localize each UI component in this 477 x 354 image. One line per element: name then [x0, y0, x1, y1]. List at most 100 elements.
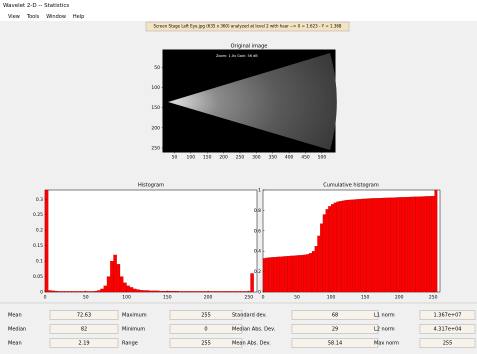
bar — [282, 257, 285, 292]
bar — [432, 196, 435, 292]
bar — [100, 289, 103, 292]
y-tick-label: 0.25 — [33, 212, 43, 218]
bar — [162, 291, 165, 292]
stat-label: Mean — [8, 341, 22, 347]
bar — [424, 196, 427, 292]
bar — [274, 257, 277, 292]
y-tick-label: 1 — [258, 188, 261, 194]
bar — [271, 257, 274, 292]
image-overlay-text: Zoom: 1.0x Gain: 56 dB — [216, 54, 258, 58]
bar — [426, 196, 429, 292]
stat-label: Max norm — [374, 341, 399, 347]
bar — [189, 291, 192, 292]
bar — [221, 291, 224, 292]
bar — [143, 290, 146, 292]
histogram-title: Histogram — [138, 183, 164, 189]
bar — [208, 291, 211, 292]
bar — [241, 291, 244, 292]
bar — [356, 199, 359, 292]
bar — [133, 289, 136, 292]
bar — [328, 206, 331, 292]
bar — [127, 286, 130, 292]
stat-label: Median Abs. Dev. — [232, 327, 276, 333]
bar — [61, 291, 64, 292]
bar — [244, 291, 247, 292]
bar — [386, 198, 389, 292]
bar — [279, 257, 282, 292]
bar — [337, 202, 340, 292]
bar — [202, 291, 205, 292]
menu-bar — [0, 11, 477, 21]
bar — [296, 255, 299, 292]
bar — [394, 198, 397, 292]
bar — [402, 197, 405, 292]
bar — [399, 197, 402, 292]
bar — [391, 198, 394, 292]
y-tick-label: 0 — [40, 290, 43, 296]
bar — [185, 291, 188, 292]
bar — [231, 291, 234, 292]
bar — [407, 197, 410, 292]
menu-item[interactable]: View — [8, 14, 20, 20]
bar — [301, 255, 304, 292]
stat-value: 82 — [81, 327, 87, 333]
x-tick-label: 200 — [219, 155, 228, 161]
bar — [405, 197, 408, 292]
stat-label: Minimum — [122, 327, 145, 333]
stat-label: Median — [8, 327, 26, 333]
page: Wavelet 2-D Statistics {"window": {"titl… — [0, 0, 477, 354]
stat-value: 255 — [201, 313, 211, 319]
y-tick-label: 100 — [151, 85, 160, 91]
stat-label: L1 norm — [374, 313, 395, 319]
bar — [347, 200, 350, 292]
bar — [372, 198, 375, 292]
bar — [81, 291, 84, 292]
bar — [211, 291, 214, 292]
x-tick-label: 400 — [285, 155, 294, 161]
bar — [198, 291, 201, 292]
bar — [94, 291, 97, 292]
bar — [388, 198, 391, 292]
x-tick-label: 250 — [245, 295, 254, 301]
bar — [205, 291, 208, 292]
bar — [366, 199, 369, 292]
menu-item[interactable]: Window — [46, 14, 66, 20]
stat-value: 58.14 — [328, 341, 342, 347]
stat-value: 1.367e+07 — [434, 313, 462, 319]
menu-item[interactable]: Tools — [26, 14, 40, 20]
bar — [312, 251, 315, 292]
bar — [65, 291, 68, 292]
bar — [68, 291, 71, 292]
bar — [97, 290, 100, 292]
stat-value: 4.317e+04 — [434, 327, 462, 333]
body: Wavelet 2-D -- Statistics ViewToolsWindo… — [0, 0, 477, 354]
bar — [339, 201, 342, 292]
bar — [418, 197, 421, 292]
bar — [218, 291, 221, 292]
bar — [421, 197, 424, 292]
bar — [293, 256, 296, 292]
x-tick-label: 250 — [236, 155, 245, 161]
bar — [361, 199, 364, 292]
menu-item[interactable]: Help — [73, 14, 84, 20]
bar — [159, 291, 162, 292]
bar — [435, 190, 438, 292]
y-tick-label: 250 — [151, 145, 160, 151]
y-tick-label: 0.05 — [33, 274, 43, 280]
stat-value: 255 — [201, 341, 211, 347]
x-tick-label: 200 — [204, 295, 213, 301]
y-tick-label: 50 — [154, 65, 160, 71]
bar — [136, 290, 139, 292]
y-tick-label: 0.4 — [254, 249, 261, 255]
bar — [130, 287, 133, 292]
bar — [413, 197, 416, 292]
stat-value: 2.19 — [78, 341, 89, 347]
bar — [326, 209, 329, 292]
y-tick-label: 0.1 — [36, 259, 43, 265]
stat-value: 68 — [332, 313, 338, 319]
bar — [169, 291, 172, 292]
bar — [358, 199, 361, 292]
bar — [334, 203, 337, 292]
y-tick-label: 0.2 — [254, 269, 261, 275]
bar — [55, 291, 58, 292]
